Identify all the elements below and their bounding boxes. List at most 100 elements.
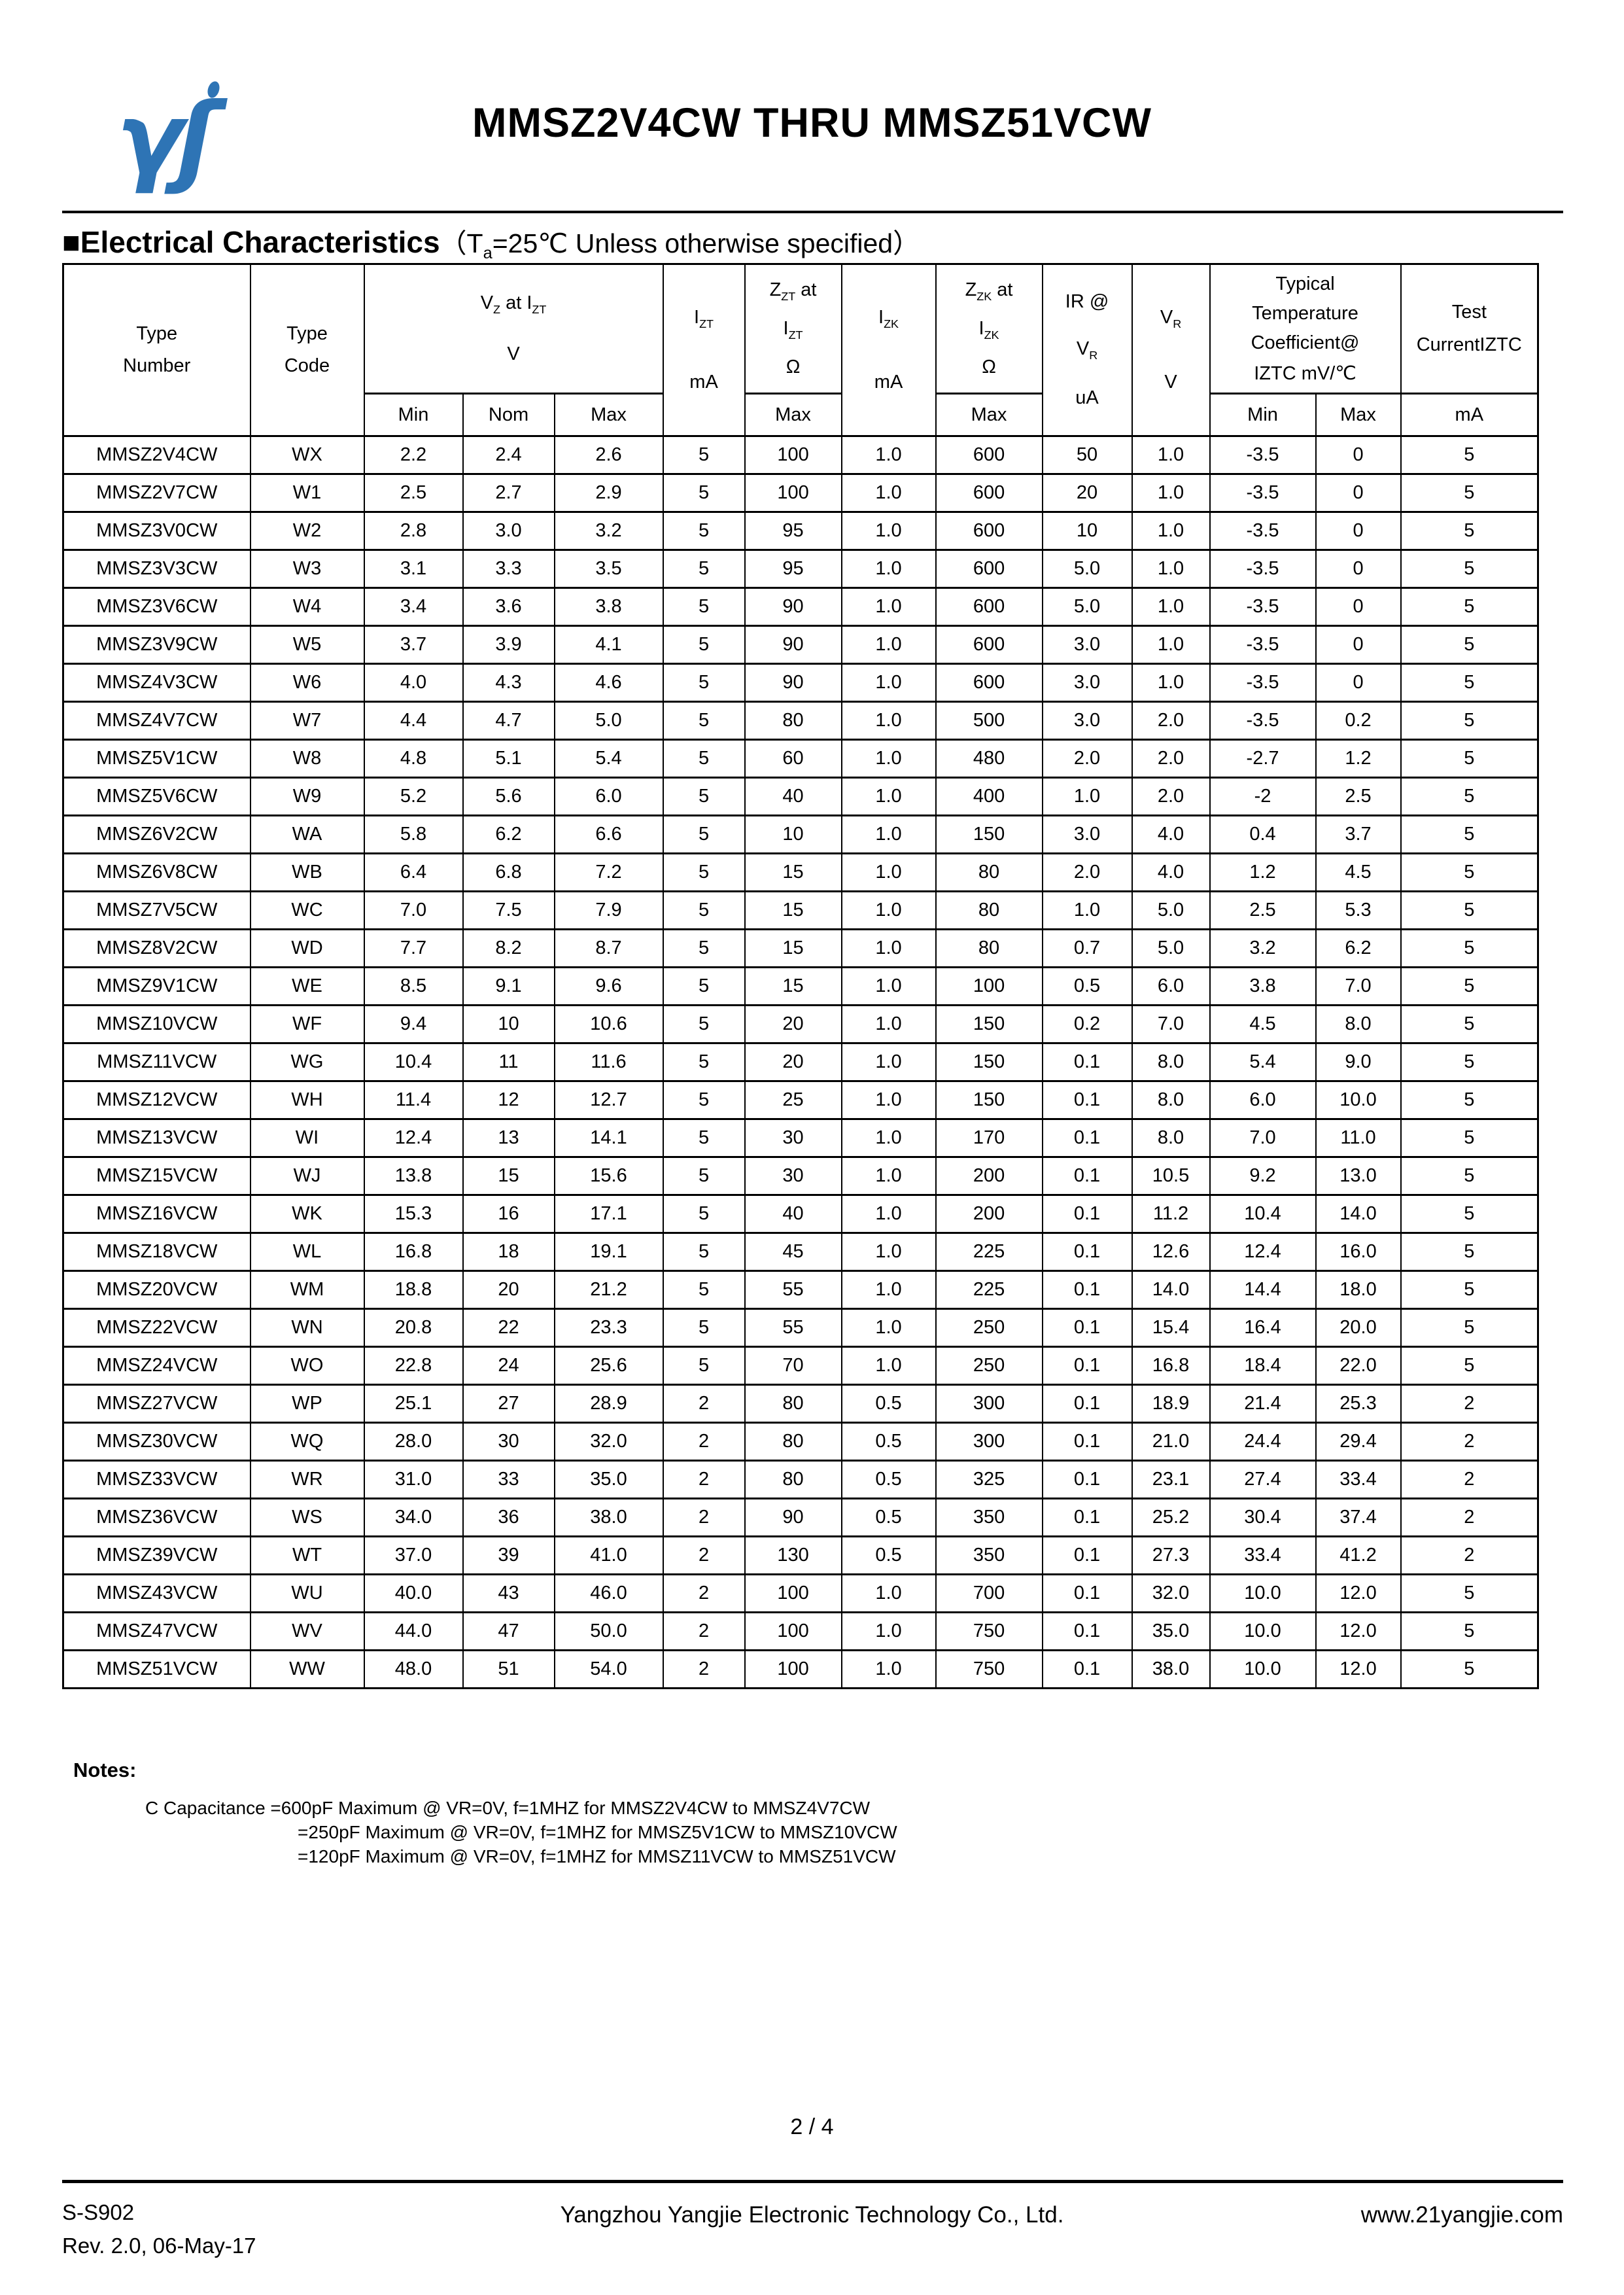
cell-tc_max: 37.4 (1315, 1498, 1402, 1537)
section-heading-condition: （Ta=25℃ Unless otherwise specified） (440, 228, 920, 263)
cell-type_code: WQ (249, 1422, 365, 1462)
cell-zzk_max: 480 (935, 739, 1043, 779)
cell-ir: 0.5 (1041, 966, 1133, 1006)
col-header-type-code: Type Code (249, 263, 365, 437)
table-row: MMSZ47VCW WV 44.0 47 50.0 2 100 1.0 750 0.1 35.0 10… (62, 1611, 1539, 1651)
cell-izt: 2 (662, 1422, 746, 1462)
cell-type_code: W5 (249, 625, 365, 665)
table-row: MMSZ51VCW WW 48.0 51 54.0 2 100 1.0 750 0.1 38.0 10… (62, 1649, 1539, 1689)
cell-vr: 15.4 (1131, 1308, 1211, 1348)
cell-zzk_max: 170 (935, 1118, 1043, 1158)
cell-zzt_max: 90 (744, 1498, 842, 1537)
cell-vz_min: 8.5 (363, 966, 464, 1006)
cell-vz_max: 7.2 (553, 852, 664, 892)
cell-type_code: WC (249, 890, 365, 930)
cell-izk: 1.0 (840, 473, 937, 513)
cell-tc_max: 0.2 (1315, 701, 1402, 741)
table-row: MMSZ8V2CW WD 7.7 8.2 8.7 5 15 1.0 80 0.7 5.0 3.2 6.2… (62, 928, 1539, 968)
cell-izk: 1.0 (840, 435, 937, 475)
cell-test_current: 5 (1400, 701, 1539, 741)
cell-vr: 8.0 (1131, 1080, 1211, 1120)
cell-test_current: 5 (1400, 511, 1539, 551)
cell-vz_max: 2.6 (553, 435, 664, 475)
cell-vr: 5.0 (1131, 928, 1211, 968)
col-header-zzk: ZZK at IZK Ω (935, 263, 1043, 394)
cell-type_code: WM (249, 1270, 365, 1310)
cell-type_code: W7 (249, 701, 365, 741)
cell-tc_max: 20.0 (1315, 1308, 1402, 1348)
cell-vr: 4.0 (1131, 852, 1211, 892)
subheader-vz-max: Max (553, 393, 664, 437)
cell-izk: 1.0 (840, 1346, 937, 1386)
cell-test_current: 5 (1400, 625, 1539, 665)
cell-vr: 1.0 (1131, 663, 1211, 703)
cell-test_current: 2 (1400, 1535, 1539, 1575)
footer-revision: Rev. 2.0, 06-May-17 (62, 2234, 256, 2258)
cell-tc_max: 6.2 (1315, 928, 1402, 968)
cell-vz_nom: 6.8 (462, 852, 555, 892)
table-body: MMSZ2V4CW WX 2.2 2.4 2.6 5 100 1.0 600 50 1.0 -3.5 0… (62, 435, 1539, 1689)
cell-zzt_max: 80 (744, 1384, 842, 1424)
cell-ir: 1.0 (1041, 777, 1133, 816)
cell-zzt_max: 90 (744, 625, 842, 665)
cell-zzk_max: 600 (935, 625, 1043, 665)
cell-vr: 14.0 (1131, 1270, 1211, 1310)
cell-type_code: W2 (249, 511, 365, 551)
table-row: MMSZ22VCW WN 20.8 22 23.3 5 55 1.0 250 0.1 15.4 16.… (62, 1308, 1539, 1348)
cell-izk: 1.0 (840, 815, 937, 854)
cell-tc_max: 1.2 (1315, 739, 1402, 779)
cell-izk: 1.0 (840, 966, 937, 1006)
cell-vr: 1.0 (1131, 435, 1211, 475)
cell-type_code: WK (249, 1194, 365, 1234)
cell-zzt_max: 55 (744, 1308, 842, 1348)
cell-zzk_max: 600 (935, 435, 1043, 475)
cell-type_number: MMSZ15VCW (62, 1156, 251, 1196)
cell-vz_nom: 13 (462, 1118, 555, 1158)
cell-vz_max: 12.7 (553, 1080, 664, 1120)
subheader-vz-min: Min (363, 393, 464, 437)
cell-type_number: MMSZ30VCW (62, 1422, 251, 1462)
cell-type_number: MMSZ39VCW (62, 1535, 251, 1575)
cell-vz_nom: 4.3 (462, 663, 555, 703)
cell-vz_max: 5.0 (553, 701, 664, 741)
cell-izk: 0.5 (840, 1460, 937, 1499)
cell-ir: 0.1 (1041, 1232, 1133, 1272)
note-line: =120pF Maximum @ VR=0V, f=1MHZ for MMSZ1… (298, 1846, 896, 1866)
cell-test_current: 2 (1400, 1460, 1539, 1499)
cell-tc_max: 33.4 (1315, 1460, 1402, 1499)
cell-izt: 2 (662, 1498, 746, 1537)
table-row: MMSZ33VCW WR 31.0 33 35.0 2 80 0.5 325 0.1 23.1 27.… (62, 1460, 1539, 1499)
cell-vz_min: 9.4 (363, 1004, 464, 1044)
cell-vz_max: 3.2 (553, 511, 664, 551)
cell-izk: 1.0 (840, 1042, 937, 1082)
cell-zzt_max: 20 (744, 1042, 842, 1082)
cell-zzk_max: 80 (935, 928, 1043, 968)
cell-type_number: MMSZ8V2CW (62, 928, 251, 968)
cell-izk: 1.0 (840, 1232, 937, 1272)
cell-zzk_max: 750 (935, 1649, 1043, 1689)
cell-vr: 25.2 (1131, 1498, 1211, 1537)
notes-label: Notes: (73, 1759, 137, 1781)
cell-vz_max: 14.1 (553, 1118, 664, 1158)
cell-izk: 0.5 (840, 1498, 937, 1537)
cell-izt: 5 (662, 473, 746, 513)
cell-vz_nom: 7.5 (462, 890, 555, 930)
cell-tc_min: 9.2 (1209, 1156, 1317, 1196)
cell-tc_min: 7.0 (1209, 1118, 1317, 1158)
cell-zzk_max: 80 (935, 852, 1043, 892)
section-heading: ■Electrical Characteristics（Ta=25℃ Unles… (62, 221, 1563, 263)
cell-zzk_max: 225 (935, 1270, 1043, 1310)
cell-izk: 0.5 (840, 1384, 937, 1424)
cell-type_number: MMSZ18VCW (62, 1232, 251, 1272)
cell-izk: 1.0 (840, 1308, 937, 1348)
cell-izk: 1.0 (840, 1156, 937, 1196)
cell-izk: 1.0 (840, 625, 937, 665)
cell-type_code: WG (249, 1042, 365, 1082)
cell-vz_nom: 15 (462, 1156, 555, 1196)
cell-type_code: WP (249, 1384, 365, 1424)
cell-ir: 0.1 (1041, 1384, 1133, 1424)
cell-test_current: 5 (1400, 928, 1539, 968)
cell-izk: 1.0 (840, 1270, 937, 1310)
cell-vz_min: 10.4 (363, 1042, 464, 1082)
cell-izt: 5 (662, 549, 746, 589)
